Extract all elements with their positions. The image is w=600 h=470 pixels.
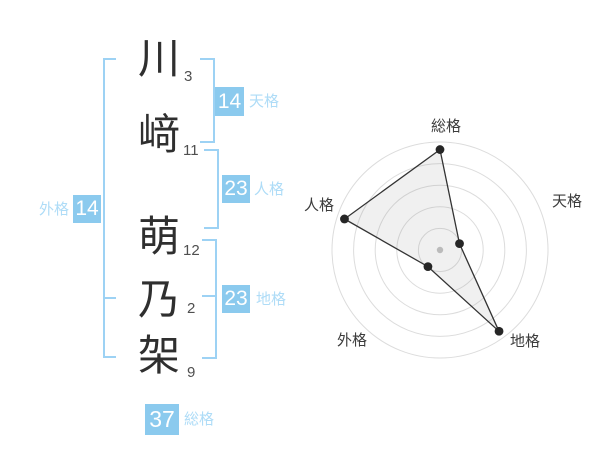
gaikaku-bracket-tick-middle: [103, 297, 116, 299]
radar-axis-label-soukaku: 総格: [430, 118, 461, 135]
surname-char-2: 﨑: [137, 111, 180, 158]
stroke-count-given-2: 2: [187, 300, 196, 317]
chikaku-bracket-tick-top: [202, 239, 215, 241]
radar-axis-label-tenkaku: 天格: [551, 193, 582, 210]
chikaku-label: 地格: [256, 291, 287, 308]
jinkaku-bracket-tick-top: [204, 149, 217, 151]
stroke-count-surname-1: 3: [184, 68, 193, 85]
stroke-count-surname-2: 11: [183, 142, 199, 159]
radar-axis-label-chikaku: 地格: [509, 333, 540, 350]
gaikaku-value-badge: 14: [73, 195, 101, 223]
chikaku-bracket: [215, 239, 217, 359]
jinkaku-bracket-tick-bottom: [204, 227, 217, 229]
given-char-1: 萌: [137, 213, 180, 260]
gaikaku-bracket-tick-bottom: [103, 356, 116, 358]
gaikaku-label: 外格: [38, 201, 69, 218]
given-char-3: 架: [137, 332, 180, 379]
tenkaku-bracket: [213, 58, 215, 143]
tenkaku-label: 天格: [249, 93, 280, 110]
chikaku-value-badge: 23: [222, 285, 250, 313]
chikaku-bracket-tick-bottom: [202, 357, 215, 359]
jinkaku-value-badge: 23: [222, 175, 250, 203]
soukaku-value-badge: 37: [145, 404, 179, 435]
surname-char-1: 川: [137, 35, 180, 82]
tenkaku-value-badge: 14: [215, 87, 244, 116]
given-char-2: 乃: [137, 276, 180, 323]
stroke-count-given-3: 9: [187, 364, 196, 381]
tenkaku-bracket-tick-bottom: [200, 141, 213, 143]
radar-chart: [295, 105, 585, 395]
radar-axis-label-gaikaku: 外格: [336, 332, 367, 349]
tenkaku-bracket-tick-top: [200, 58, 213, 60]
radar-svg: [331, 141, 549, 359]
stroke-count-given-1: 12: [183, 242, 200, 259]
gaikaku-bracket: [103, 58, 105, 358]
jinkaku-bracket: [217, 149, 219, 229]
jinkaku-label: 人格: [254, 181, 285, 198]
gaikaku-bracket-tick-top: [103, 58, 116, 60]
soukaku-label: 総格: [184, 411, 215, 428]
chikaku-bracket-tick-middle: [202, 295, 215, 297]
radar-axis-label-jinkaku: 人格: [303, 197, 334, 214]
